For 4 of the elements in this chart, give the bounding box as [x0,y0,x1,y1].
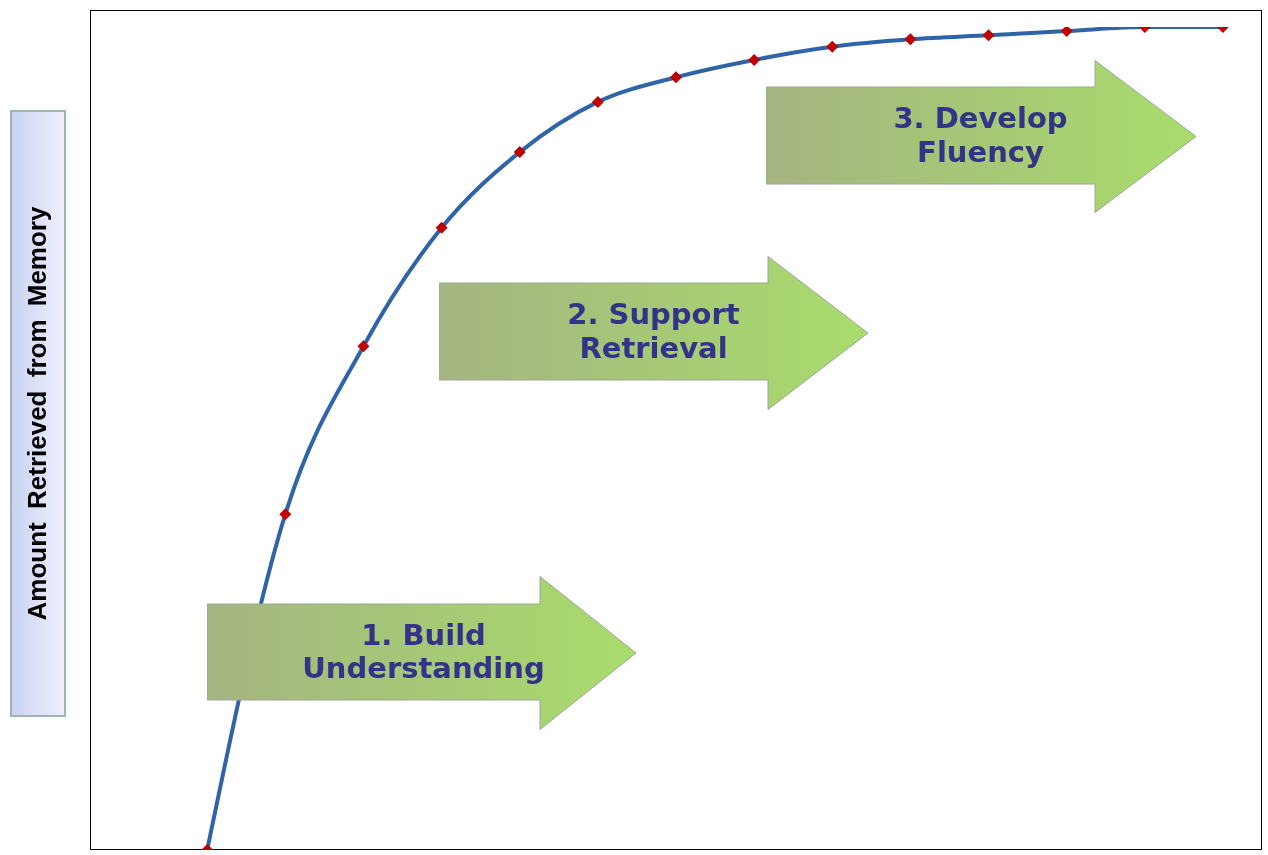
annotation: 1. Build Understanding [301,617,546,686]
y-axis-title: Amount Retrieved from Memory [22,206,54,621]
annotation: 2. Support Retrieval [566,297,741,365]
annotation: 3. Develop Fluency [892,101,1069,169]
